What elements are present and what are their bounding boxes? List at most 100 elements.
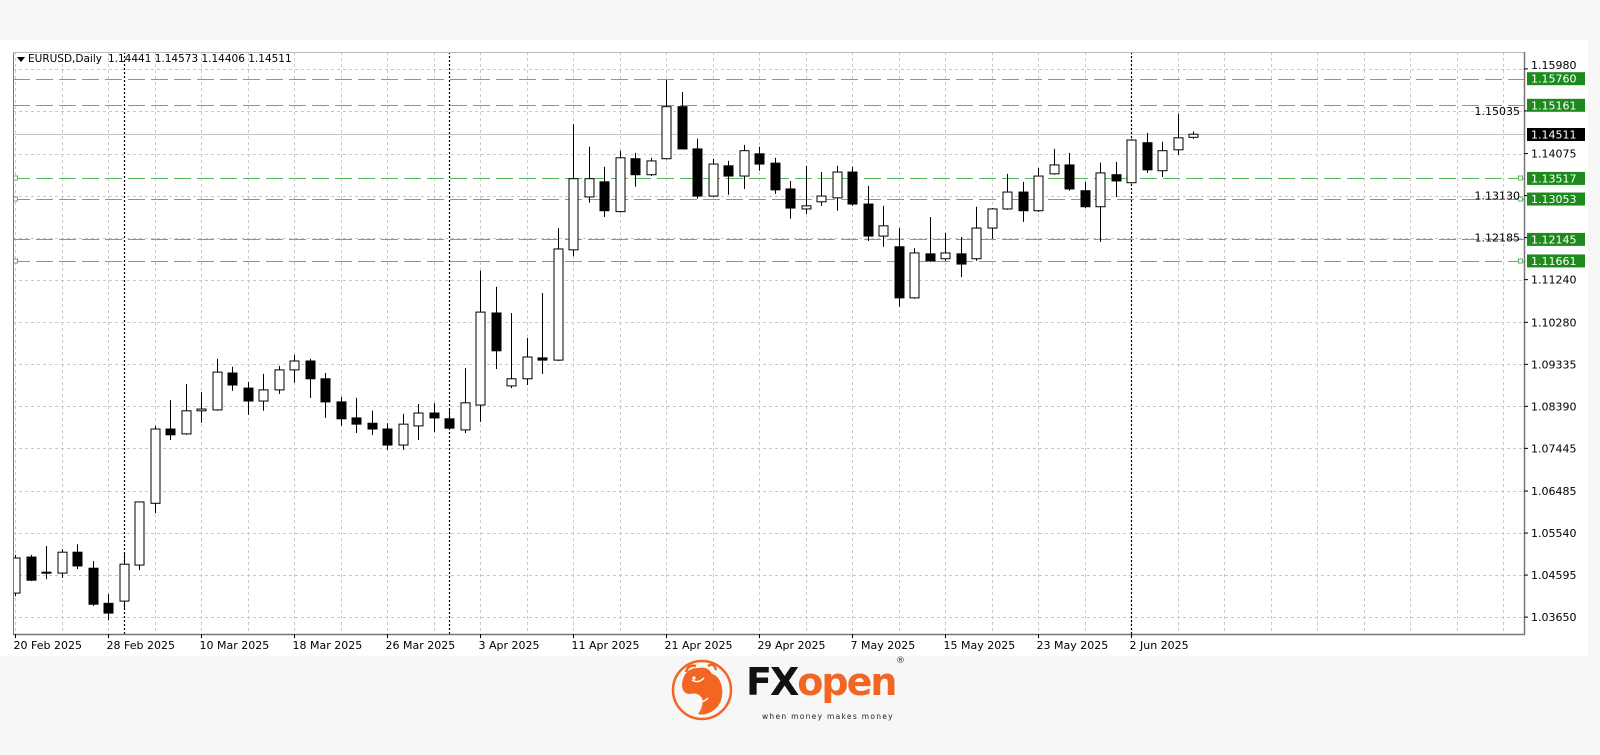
candle-bearish[interactable] (1080, 190, 1091, 208)
candle-bearish[interactable] (754, 153, 765, 165)
candle-bearish[interactable] (1111, 174, 1122, 182)
candle-bullish[interactable] (739, 150, 750, 177)
price-axis-label: 1.11240 (1531, 274, 1577, 287)
candle-bullish[interactable] (816, 195, 827, 203)
candle-bullish[interactable] (398, 423, 409, 446)
candle-bearish[interactable] (692, 148, 703, 197)
price-axis-label: 1.06485 (1531, 485, 1577, 498)
time-axis-label: 10 Mar 2025 (200, 639, 270, 652)
candle-bullish[interactable] (212, 371, 223, 411)
candle-bullish[interactable] (832, 171, 843, 199)
level-anchor-handle[interactable] (13, 196, 18, 202)
candle-bullish[interactable] (134, 501, 145, 566)
candle-bullish[interactable] (522, 356, 533, 380)
candle-bullish[interactable] (258, 389, 269, 402)
candle-bearish[interactable] (599, 181, 610, 212)
time-axis-label: 7 May 2025 (851, 639, 916, 652)
candle-bearish[interactable] (227, 372, 238, 386)
candle-bullish[interactable] (57, 551, 68, 574)
candle-bearish[interactable] (537, 357, 548, 361)
level-anchor-handle[interactable] (1518, 258, 1523, 264)
candle-bullish[interactable] (878, 225, 889, 237)
candle-bearish[interactable] (785, 188, 796, 209)
candle-bearish[interactable] (444, 418, 455, 429)
candle-bearish[interactable] (770, 162, 781, 191)
candles-group (11, 80, 1199, 621)
candle-bullish[interactable] (940, 252, 951, 260)
candle-bullish[interactable] (568, 178, 579, 251)
candle-bullish[interactable] (1126, 139, 1137, 184)
candle-bullish[interactable] (801, 205, 812, 210)
candle-bearish[interactable] (243, 387, 254, 402)
candle-bullish[interactable] (413, 412, 424, 427)
candle-bullish[interactable] (274, 369, 285, 391)
candle-bullish[interactable] (661, 106, 672, 160)
candle-bullish[interactable] (1188, 133, 1199, 138)
candle-bearish[interactable] (677, 106, 688, 150)
price-axis-label: 1.05540 (1531, 527, 1577, 540)
candle-bearish[interactable] (429, 412, 440, 419)
price-axis-label: 1.09335 (1531, 358, 1577, 371)
candle-bearish[interactable] (723, 165, 734, 177)
candle-bullish[interactable] (181, 410, 192, 435)
candle-bullish[interactable] (41, 571, 52, 574)
candle-bearish[interactable] (165, 428, 176, 436)
price-axis-label: 1.14075 (1531, 148, 1577, 161)
candle-bearish[interactable] (72, 551, 83, 567)
candle-bullish[interactable] (1049, 164, 1060, 175)
candle-bullish[interactable] (909, 252, 920, 299)
candle-bullish[interactable] (1002, 191, 1013, 210)
level-price-label: 1.13517 (1531, 172, 1577, 185)
candle-bullish[interactable] (584, 178, 595, 198)
candle-bullish[interactable] (475, 311, 486, 406)
candle-bearish[interactable] (1064, 164, 1075, 190)
candle-bullish[interactable] (708, 163, 719, 197)
candle-bearish[interactable] (382, 428, 393, 446)
candle-bullish[interactable] (506, 378, 517, 387)
candle-bearish[interactable] (894, 246, 905, 299)
candle-bearish[interactable] (305, 360, 316, 380)
candle-bullish[interactable] (615, 157, 626, 213)
fxopen-logo: FXopen ® when money makes money (668, 652, 928, 732)
candle-bearish[interactable] (88, 567, 99, 605)
candle-bullish[interactable] (289, 360, 300, 371)
candle-bullish[interactable] (1157, 150, 1168, 172)
price-axis-label: 1.07445 (1531, 442, 1577, 455)
level-anchor-handle[interactable] (13, 258, 18, 264)
candle-bearish[interactable] (491, 312, 502, 352)
level-anchor-handle[interactable] (13, 175, 18, 181)
candle-bullish[interactable] (646, 160, 657, 176)
candle-bullish[interactable] (1095, 172, 1106, 208)
candle-bearish[interactable] (1142, 142, 1153, 171)
candle-bearish[interactable] (630, 158, 641, 176)
dropdown-triangle-icon[interactable] (17, 56, 25, 62)
candle-bearish[interactable] (351, 417, 362, 425)
candle-bearish[interactable] (847, 171, 858, 205)
candle-bullish[interactable] (11, 557, 21, 594)
candle-bullish[interactable] (150, 428, 161, 504)
candle-bearish[interactable] (925, 253, 936, 262)
level-anchor-handle[interactable] (1518, 175, 1523, 181)
candle-bullish[interactable] (119, 563, 130, 602)
candle-bullish[interactable] (460, 402, 471, 431)
candle-bullish[interactable] (1173, 137, 1184, 151)
candle-bearish[interactable] (103, 602, 114, 614)
level-anchor-handle[interactable] (1518, 196, 1523, 202)
candle-bullish[interactable] (196, 408, 207, 412)
candle-bearish[interactable] (863, 203, 874, 237)
time-axis-label: 23 May 2025 (1037, 639, 1109, 652)
time-axis-label: 28 Feb 2025 (107, 639, 175, 652)
candle-bearish[interactable] (956, 253, 967, 265)
candle-bearish[interactable] (336, 401, 347, 420)
candle-bullish[interactable] (553, 248, 564, 361)
candle-bearish[interactable] (320, 378, 331, 403)
brand-tagline: when money makes money (762, 712, 894, 721)
candle-bullish[interactable] (1033, 175, 1044, 212)
candle-bullish[interactable] (971, 227, 982, 260)
candle-bearish[interactable] (26, 556, 37, 581)
candle-bullish[interactable] (987, 208, 998, 229)
candle-bearish[interactable] (1018, 191, 1029, 212)
candle-bearish[interactable] (367, 422, 378, 430)
level-price-label: 1.11661 (1531, 255, 1577, 268)
